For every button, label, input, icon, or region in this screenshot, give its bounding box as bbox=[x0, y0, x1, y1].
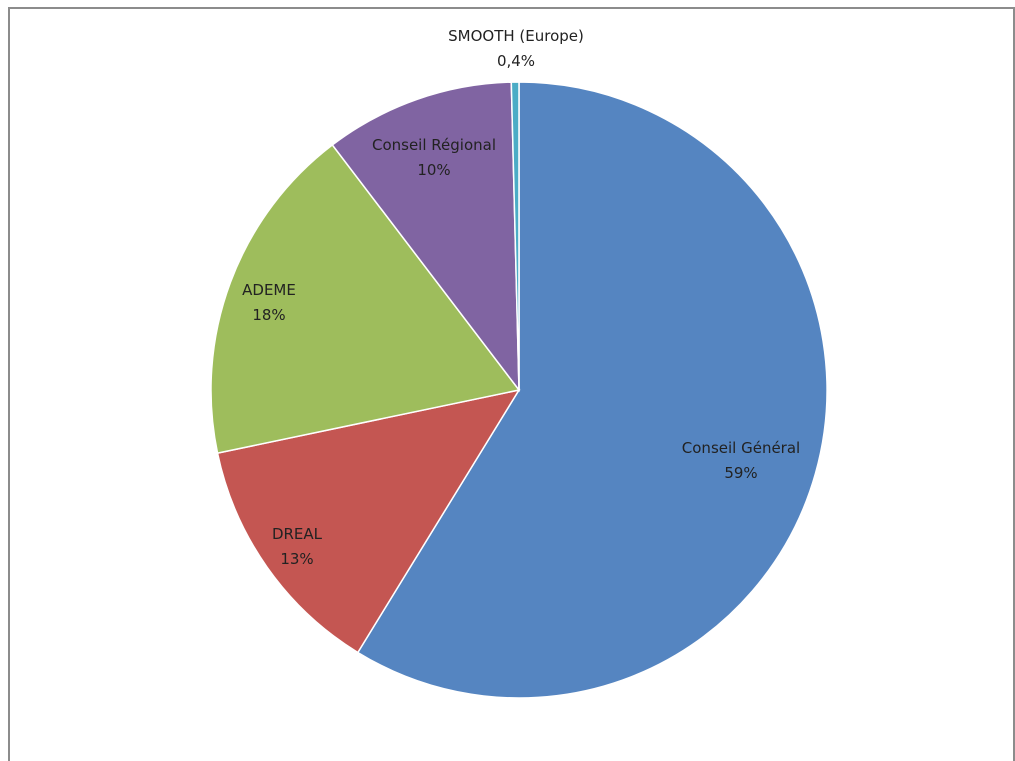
pie-slice-smooth-europe bbox=[510, 81, 520, 391]
slice-label-conseil-general: Conseil Général bbox=[682, 439, 800, 457]
pie-labels: Conseil Général 59% DREAL 13% ADEME 18% Consei… bbox=[242, 27, 800, 568]
slice-value-smooth-europe: 0,4% bbox=[497, 52, 535, 70]
pie-slice-conseil-regional bbox=[331, 81, 520, 393]
pie-slice-dreal bbox=[216, 388, 521, 654]
pie-slice-conseil-general bbox=[356, 81, 828, 699]
slice-label-smooth-europe: SMOOTH (Europe) bbox=[448, 27, 584, 45]
slice-label-dreal: DREAL bbox=[272, 525, 323, 543]
chart-area: Conseil Général 59% DREAL 13% ADEME 18% Consei… bbox=[8, 7, 1015, 761]
slice-value-ademe: 18% bbox=[252, 306, 285, 324]
slice-label-conseil-regional: Conseil Régional bbox=[372, 136, 496, 154]
slice-value-dreal: 13% bbox=[280, 550, 313, 568]
slice-label-ademe: ADEME bbox=[242, 281, 296, 299]
pie-slice-ademe bbox=[210, 143, 521, 455]
slice-value-conseil-regional: 10% bbox=[417, 161, 450, 179]
pie-slices bbox=[210, 81, 828, 699]
pie-chart: Conseil Général 59% DREAL 13% ADEME 18% Consei… bbox=[210, 27, 828, 699]
slice-value-conseil-general: 59% bbox=[724, 464, 757, 482]
